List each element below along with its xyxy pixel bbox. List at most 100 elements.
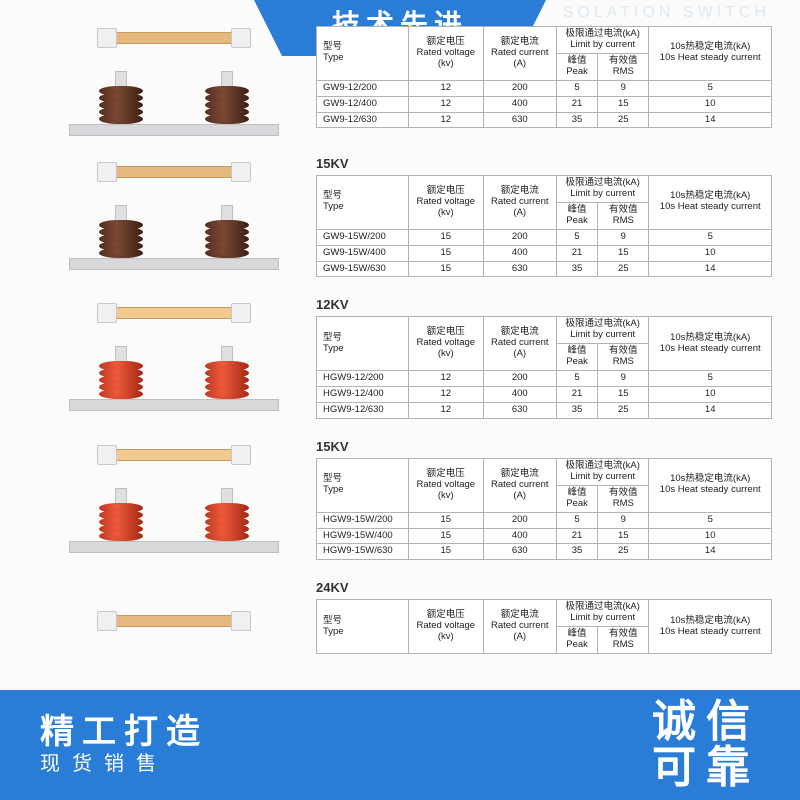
th-type: 型号Type <box>317 600 409 654</box>
table-row: HGW9-15W/400 15 400 21 15 10 <box>317 528 772 544</box>
cell-heat: 14 <box>649 544 772 560</box>
content-area: 型号Type 额定电压Rated voltage(kv) 额定电流Rated c… <box>0 20 800 690</box>
cell-peak: 5 <box>556 371 597 387</box>
th-peak: 峰值Peak <box>556 485 597 512</box>
th-rms: 有效值RMS <box>598 202 649 229</box>
cell-rms: 15 <box>598 96 649 112</box>
cell-peak: 5 <box>556 229 597 245</box>
product-section: 型号Type 额定电压Rated voltage(kv) 额定电流Rated c… <box>0 20 800 140</box>
table-row: HGW9-15W/630 15 630 35 25 14 <box>317 544 772 560</box>
th-current: 额定电流Rated current(A) <box>483 600 556 654</box>
isolator-stack <box>99 329 143 399</box>
illustration-column <box>44 576 304 654</box>
cell-voltage: 12 <box>409 402 484 418</box>
th-rms: 有效值RMS <box>598 627 649 654</box>
th-peak: 峰值Peak <box>556 53 597 80</box>
cell-voltage: 15 <box>409 261 484 277</box>
cell-rms: 25 <box>598 544 649 560</box>
th-limit: 极限通过电流(kA)Limit by current <box>556 317 649 344</box>
cell-voltage: 12 <box>409 96 484 112</box>
isolator-base <box>69 258 279 270</box>
isolator-illustration <box>69 301 279 411</box>
cell-rms: 25 <box>598 112 649 128</box>
spec-table: 型号Type 额定电压Rated voltage(kv) 额定电流Rated c… <box>316 316 772 418</box>
illustration-column <box>44 152 304 277</box>
insulator-shed <box>205 531 249 541</box>
isolator-hinge <box>97 162 117 182</box>
cell-current: 400 <box>483 528 556 544</box>
cell-rms: 25 <box>598 261 649 277</box>
isolator-illustration <box>69 26 279 136</box>
isolator-base <box>69 541 279 553</box>
cell-peak: 35 <box>556 544 597 560</box>
cell-voltage: 15 <box>409 528 484 544</box>
th-rms: 有效值RMS <box>598 53 649 80</box>
isolator-arm <box>103 449 245 461</box>
spec-table: 型号Type 额定电压Rated voltage(kv) 额定电流Rated c… <box>316 175 772 277</box>
table-row: GW9-12/200 12 200 5 9 5 <box>317 80 772 96</box>
th-voltage: 额定电压Rated voltage(kv) <box>409 458 484 512</box>
illustration-column <box>44 293 304 418</box>
th-type: 型号Type <box>317 176 409 230</box>
th-voltage: 额定电压Rated voltage(kv) <box>409 176 484 230</box>
product-section: 24KV 型号Type 额定电压Rated voltage(kv) 额定电流Ra… <box>0 570 800 658</box>
cell-type: GW9-12/400 <box>317 96 409 112</box>
cell-type: HGW9-15W/400 <box>317 528 409 544</box>
bottom-banner: 精工打造 现货销售 诚信 可靠 <box>0 690 800 800</box>
spec-table: 型号Type 额定电压Rated voltage(kv) 额定电流Rated c… <box>316 599 772 654</box>
table-row: GW9-12/400 12 400 21 15 10 <box>317 96 772 112</box>
insulator-shed <box>205 389 249 399</box>
cell-type: GW9-12/200 <box>317 80 409 96</box>
cell-current: 630 <box>483 402 556 418</box>
cell-peak: 21 <box>556 96 597 112</box>
cell-rms: 25 <box>598 402 649 418</box>
cell-heat: 10 <box>649 528 772 544</box>
kv-label: 15KV <box>316 439 772 454</box>
cell-current: 630 <box>483 544 556 560</box>
cell-heat: 10 <box>649 387 772 403</box>
cell-voltage: 12 <box>409 112 484 128</box>
insulator-shed <box>99 531 143 541</box>
isolator-illustration <box>69 443 279 553</box>
cell-current: 630 <box>483 261 556 277</box>
isolator-stack <box>99 54 143 124</box>
cell-rms: 15 <box>598 528 649 544</box>
cell-type: HGW9-15W/200 <box>317 512 409 528</box>
isolator-illustration <box>69 160 279 270</box>
cell-rms: 9 <box>598 371 649 387</box>
cell-rms: 9 <box>598 512 649 528</box>
cell-peak: 5 <box>556 512 597 528</box>
product-section: 15KV 型号Type 额定电压Rated voltage(kv) 额定电流Ra… <box>0 146 800 281</box>
th-type: 型号Type <box>317 317 409 371</box>
th-limit: 极限通过电流(kA)Limit by current <box>556 600 649 627</box>
isolator-hinge <box>97 28 117 48</box>
th-voltage: 额定电压Rated voltage(kv) <box>409 317 484 371</box>
th-type: 型号Type <box>317 458 409 512</box>
isolator-stack <box>205 471 249 541</box>
product-section: 12KV 型号Type 额定电压Rated voltage(kv) 额定电流Ra… <box>0 287 800 422</box>
isolator-arm <box>103 32 245 44</box>
isolator-hinge <box>231 162 251 182</box>
cell-current: 200 <box>483 512 556 528</box>
cell-peak: 21 <box>556 528 597 544</box>
table-row: HGW9-12/630 12 630 35 25 14 <box>317 402 772 418</box>
data-column: 24KV 型号Type 额定电压Rated voltage(kv) 额定电流Ra… <box>304 576 772 654</box>
table-row: GW9-15W/400 15 400 21 15 10 <box>317 245 772 261</box>
cell-rms: 9 <box>598 229 649 245</box>
th-limit: 极限通过电流(kA)Limit by current <box>556 27 649 54</box>
th-current: 额定电流Rated current(A) <box>483 176 556 230</box>
cell-voltage: 12 <box>409 371 484 387</box>
th-current: 额定电流Rated current(A) <box>483 458 556 512</box>
cell-peak: 21 <box>556 245 597 261</box>
isolator-base <box>69 124 279 136</box>
cell-heat: 10 <box>649 96 772 112</box>
cell-voltage: 15 <box>409 229 484 245</box>
cell-heat: 5 <box>649 371 772 387</box>
insulator-shed <box>99 389 143 399</box>
cell-peak: 35 <box>556 261 597 277</box>
kv-label: 24KV <box>316 580 772 595</box>
spec-table: 型号Type 额定电压Rated voltage(kv) 额定电流Rated c… <box>316 26 772 128</box>
banner-right-line2: 可靠 <box>652 745 760 791</box>
th-current: 额定电流Rated current(A) <box>483 317 556 371</box>
cell-heat: 5 <box>649 512 772 528</box>
